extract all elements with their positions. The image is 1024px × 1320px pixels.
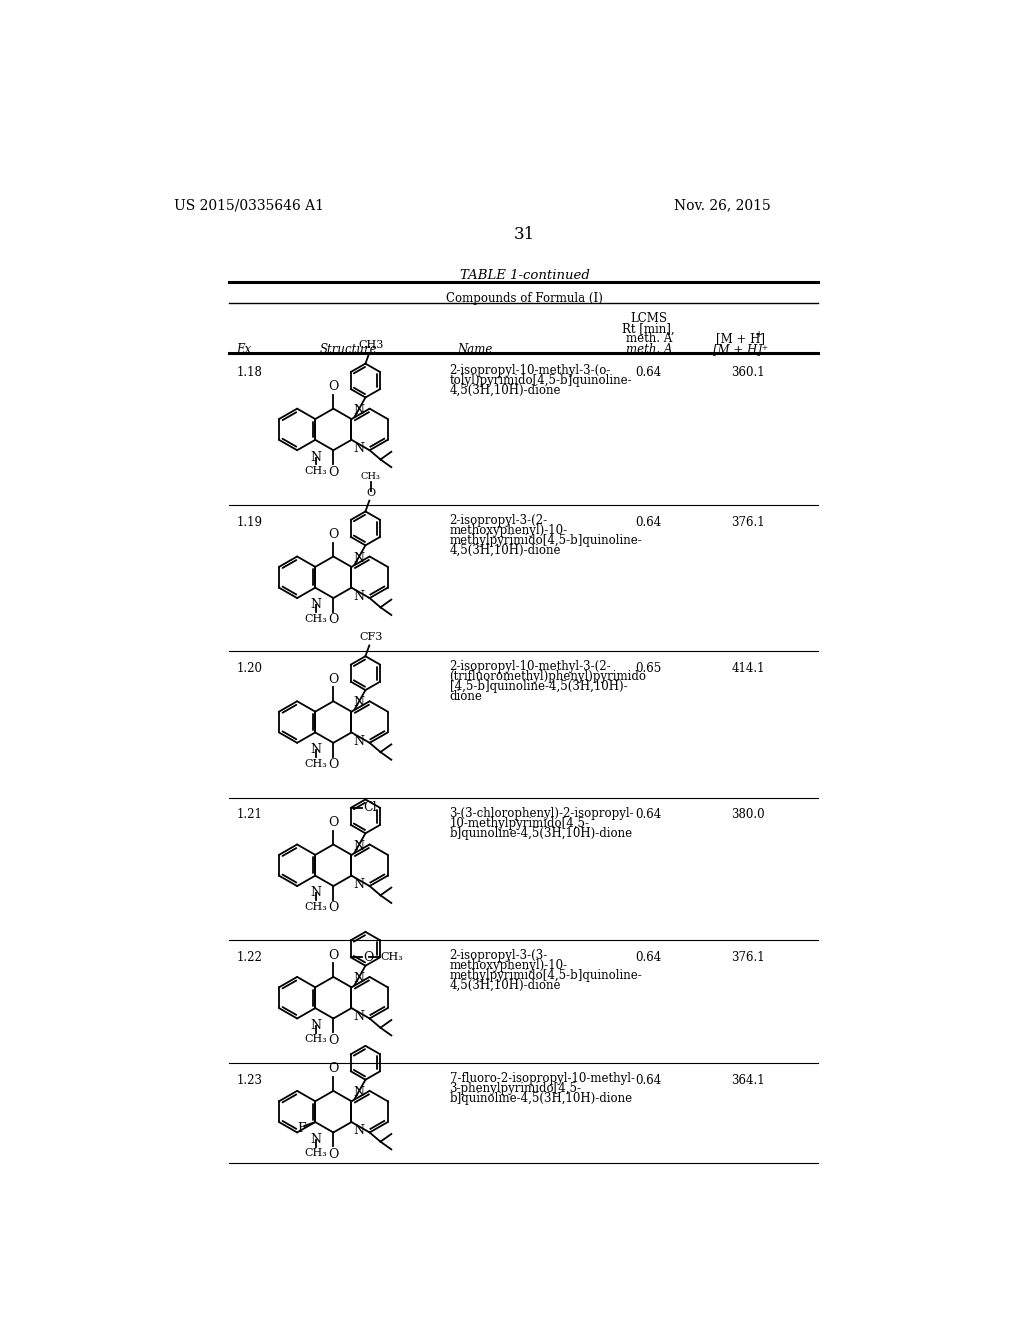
- Text: 2-isopropyl-3-(3-: 2-isopropyl-3-(3-: [450, 949, 548, 962]
- Text: [4,5-b]quinoline-4,5(3H,10H)-: [4,5-b]quinoline-4,5(3H,10H)-: [450, 681, 628, 693]
- Text: N: N: [353, 404, 365, 417]
- Text: Structure: Structure: [321, 343, 378, 356]
- Text: N: N: [353, 442, 365, 455]
- Text: O: O: [328, 466, 339, 479]
- Text: O: O: [328, 1063, 339, 1076]
- Text: 3-phenylpyrimido[4,5-: 3-phenylpyrimido[4,5-: [450, 1082, 582, 1096]
- Text: Rt [min],: Rt [min],: [623, 322, 675, 335]
- Text: CH₃: CH₃: [305, 902, 328, 912]
- Text: 1.18: 1.18: [237, 366, 262, 379]
- Text: CF3: CF3: [359, 632, 383, 643]
- Text: 31: 31: [514, 226, 536, 243]
- Text: O: O: [364, 950, 374, 964]
- Text: O: O: [328, 758, 339, 771]
- Text: 3-(3-chlorophenyl)-2-isopropyl-: 3-(3-chlorophenyl)-2-isopropyl-: [450, 807, 634, 820]
- Text: 360.1: 360.1: [731, 366, 765, 379]
- Text: LCMS: LCMS: [631, 313, 668, 326]
- Text: b]quinoline-4,5(3H,10H)-dione: b]quinoline-4,5(3H,10H)-dione: [450, 1093, 633, 1105]
- Text: 4,5(3H,10H)-dione: 4,5(3H,10H)-dione: [450, 384, 561, 397]
- Text: 0.64: 0.64: [636, 516, 662, 529]
- Text: [M + H]: [M + H]: [716, 333, 765, 346]
- Text: 1.19: 1.19: [237, 516, 262, 529]
- Text: meth. A: meth. A: [626, 333, 672, 346]
- Text: 4,5(3H,10H)-dione: 4,5(3H,10H)-dione: [450, 544, 561, 557]
- Text: 1.20: 1.20: [237, 663, 262, 675]
- Text: O: O: [328, 673, 339, 686]
- Text: methylpyrimido[4,5-b]quinoline-: methylpyrimido[4,5-b]quinoline-: [450, 535, 642, 548]
- Text: O: O: [328, 816, 339, 829]
- Text: N: N: [353, 878, 365, 891]
- Text: N: N: [353, 1010, 365, 1023]
- Text: Name: Name: [458, 343, 493, 356]
- Text: CH₃: CH₃: [380, 952, 402, 962]
- Text: meth. A: meth. A: [626, 343, 672, 356]
- Text: 0.64: 0.64: [636, 366, 662, 379]
- Text: 2-isopropyl-3-(2-: 2-isopropyl-3-(2-: [450, 515, 548, 527]
- Text: methylpyrimido[4,5-b]quinoline-: methylpyrimido[4,5-b]quinoline-: [450, 969, 642, 982]
- Text: Compounds of Formula (I): Compounds of Formula (I): [446, 292, 603, 305]
- Text: N: N: [353, 972, 365, 985]
- Text: US 2015/0335646 A1: US 2015/0335646 A1: [174, 198, 325, 213]
- Text: CH₃: CH₃: [305, 614, 328, 624]
- Text: 1.23: 1.23: [237, 1074, 262, 1086]
- Text: CH₃: CH₃: [305, 759, 328, 768]
- Text: +: +: [755, 330, 763, 339]
- Text: Ex: Ex: [237, 343, 252, 356]
- Text: O: O: [328, 614, 339, 627]
- Text: O: O: [328, 380, 339, 393]
- Text: N: N: [310, 1133, 322, 1146]
- Text: methoxyphenyl)-10-: methoxyphenyl)-10-: [450, 524, 567, 537]
- Text: 0.64: 0.64: [636, 950, 662, 964]
- Text: 364.1: 364.1: [731, 1074, 765, 1086]
- Text: dione: dione: [450, 690, 482, 704]
- Text: O: O: [328, 1034, 339, 1047]
- Text: O: O: [328, 528, 339, 541]
- Text: N: N: [353, 697, 365, 709]
- Text: N: N: [310, 887, 322, 899]
- Text: N: N: [310, 450, 322, 463]
- Text: CH₃: CH₃: [305, 1148, 328, 1158]
- Text: [M + H]⁺: [M + H]⁺: [713, 343, 768, 356]
- Text: 2-isopropyl-10-methyl-3-(o-: 2-isopropyl-10-methyl-3-(o-: [450, 364, 611, 378]
- Text: 1.22: 1.22: [237, 950, 262, 964]
- Text: 4,5(3H,10H)-dione: 4,5(3H,10H)-dione: [450, 979, 561, 993]
- Text: CH₃: CH₃: [360, 471, 381, 480]
- Text: O: O: [328, 902, 339, 915]
- Text: 414.1: 414.1: [731, 663, 765, 675]
- Text: F: F: [297, 1122, 305, 1135]
- Text: 10-methylpyrimido[4,5-: 10-methylpyrimido[4,5-: [450, 817, 590, 830]
- Text: 2-isopropyl-10-methyl-3-(2-: 2-isopropyl-10-methyl-3-(2-: [450, 660, 611, 673]
- Text: N: N: [353, 590, 365, 603]
- Text: 1.21: 1.21: [237, 808, 262, 821]
- Text: b]quinoline-4,5(3H,10H)-dione: b]quinoline-4,5(3H,10H)-dione: [450, 826, 633, 840]
- Text: N: N: [353, 840, 365, 853]
- Text: 7-fluoro-2-isopropyl-10-methyl-: 7-fluoro-2-isopropyl-10-methyl-: [450, 1072, 635, 1085]
- Text: N: N: [310, 598, 322, 611]
- Text: 0.64: 0.64: [636, 808, 662, 821]
- Text: TABLE 1-continued: TABLE 1-continued: [460, 268, 590, 281]
- Text: tolyl)pyrimido[4,5-b]quinoline-: tolyl)pyrimido[4,5-b]quinoline-: [450, 374, 632, 387]
- Text: CH₃: CH₃: [305, 466, 328, 477]
- Text: 0.64: 0.64: [636, 1074, 662, 1086]
- Text: O: O: [367, 487, 376, 498]
- Text: 376.1: 376.1: [731, 950, 765, 964]
- Text: N: N: [310, 1019, 322, 1032]
- Text: O: O: [328, 1148, 339, 1160]
- Text: 380.0: 380.0: [731, 808, 765, 821]
- Text: N: N: [353, 735, 365, 747]
- Text: 376.1: 376.1: [731, 516, 765, 529]
- Text: Cl: Cl: [364, 801, 377, 814]
- Text: (trifluoromethyl)phenyl)pyrimido: (trifluoromethyl)phenyl)pyrimido: [450, 671, 646, 684]
- Text: Nov. 26, 2015: Nov. 26, 2015: [675, 198, 771, 213]
- Text: methoxyphenyl)-10-: methoxyphenyl)-10-: [450, 960, 567, 973]
- Text: O: O: [328, 949, 339, 961]
- Text: N: N: [310, 743, 322, 756]
- Text: CH₃: CH₃: [305, 1035, 328, 1044]
- Text: CH3: CH3: [358, 339, 384, 350]
- Text: 0.65: 0.65: [636, 663, 662, 675]
- Text: N: N: [353, 552, 365, 565]
- Text: N: N: [353, 1125, 365, 1138]
- Text: N: N: [353, 1086, 365, 1100]
